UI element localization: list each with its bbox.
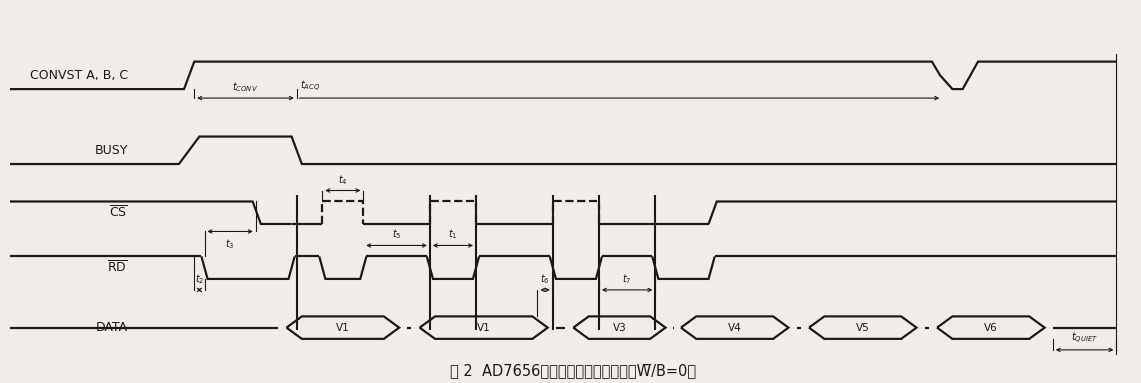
Text: $t_{CONV}$: $t_{CONV}$ [233,80,259,94]
Text: 图 2  AD7656并行接口读操作数据流（W̅/B=0）: 图 2 AD7656并行接口读操作数据流（W̅/B=0） [451,363,696,378]
Text: $t_{2}$: $t_{2}$ [195,272,204,286]
Text: $t_{1}$: $t_{1}$ [448,228,458,241]
Text: $t_{5}$: $t_{5}$ [391,228,402,241]
Text: $t_{QUIET}$: $t_{QUIET}$ [1071,331,1098,346]
Text: $\overline{\mathrm{RD}}$: $\overline{\mathrm{RD}}$ [107,260,128,275]
Text: $t_{ACQ}$: $t_{ACQ}$ [300,79,321,94]
Text: V6: V6 [984,322,997,332]
Text: CONVST A, B, C: CONVST A, B, C [30,69,128,82]
Text: DATA: DATA [96,321,128,334]
Text: V1: V1 [335,322,349,332]
Text: V1: V1 [477,322,491,332]
Text: $t_{6}$: $t_{6}$ [541,272,550,286]
Text: V5: V5 [856,322,869,332]
Text: $t_{7}$: $t_{7}$ [622,272,632,286]
Text: $t_{4}$: $t_{4}$ [338,173,348,187]
Text: $t_{3}$: $t_{3}$ [225,237,235,251]
Text: BUSY: BUSY [95,144,128,157]
Text: V4: V4 [728,322,742,332]
Text: $\overline{\mathrm{CS}}$: $\overline{\mathrm{CS}}$ [110,205,128,221]
Text: V3: V3 [613,322,626,332]
